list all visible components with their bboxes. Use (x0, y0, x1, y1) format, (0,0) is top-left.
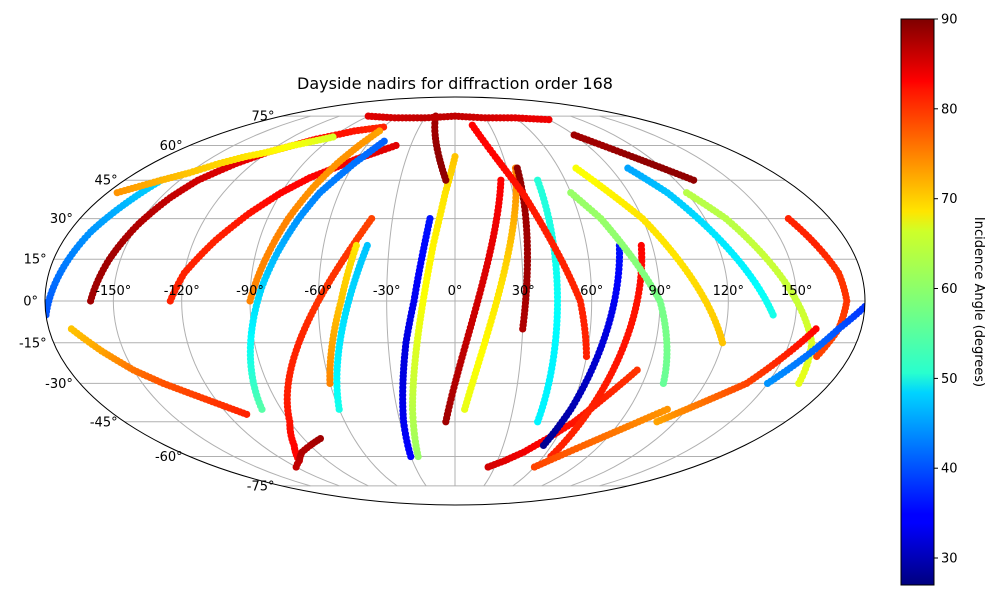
data-point (329, 133, 337, 141)
data-points (45, 112, 865, 471)
lon-tick-label: -120° (164, 284, 200, 299)
data-point (380, 137, 388, 145)
data-point (795, 379, 803, 388)
lon-tick-label: 30° (512, 284, 535, 299)
latitude-tick-labels: 75° 60° 45° 30° 15° 0° -15° -30° -45° -60° -75° (19, 110, 275, 495)
data-point (659, 379, 667, 388)
data-point (769, 311, 777, 319)
colorbar-tick-label: 80 (941, 102, 958, 117)
lat-tick-label: 0° (23, 295, 38, 310)
lat-tick-label: 60° (160, 139, 183, 154)
lat-tick-label: -45° (90, 415, 118, 430)
lon-tick-label: -30° (373, 284, 401, 299)
lat-tick-label: -15° (19, 336, 47, 351)
colorbar-gradient (900, 18, 935, 586)
map-outline (44, 96, 866, 506)
colorbar-tick-label: 90 (941, 13, 958, 28)
lon-tick-label: 90° (648, 284, 671, 299)
lat-tick-label: 15° (24, 253, 47, 268)
data-point (316, 434, 325, 443)
colorbar-tick-label: 30 (941, 552, 958, 567)
data-point (663, 405, 671, 413)
data-point (368, 214, 376, 223)
data-point (442, 176, 450, 184)
lon-tick-label: 120° (713, 284, 744, 299)
data-point (352, 241, 360, 250)
data-point (812, 325, 820, 333)
data-point (426, 214, 434, 223)
colorbar-label: Incidence Angle (degrees) (971, 217, 986, 387)
data-point (637, 241, 645, 250)
chart-title: Dayside nadirs for diffraction order 168 (297, 74, 613, 93)
lon-tick-label: -60° (304, 284, 332, 299)
lon-tick-label: 150° (781, 284, 812, 299)
data-point (392, 141, 400, 150)
lon-tick-label: -150° (95, 284, 131, 299)
data-point (718, 339, 727, 347)
lat-tick-label: 45° (95, 174, 118, 189)
longitude-tick-labels: -150° -120° -90° -60° -30° 0° 30° 60° 90° 120° 150… (95, 284, 812, 299)
data-point (243, 410, 251, 418)
data-point (690, 176, 698, 184)
lat-tick-label: -60° (155, 450, 183, 465)
data-point (375, 127, 384, 135)
data-point (813, 352, 821, 361)
data-point (513, 164, 521, 172)
lat-tick-label: 30° (50, 212, 73, 227)
colorbar-tick-label: 50 (941, 372, 958, 387)
data-point (363, 241, 371, 250)
lat-tick-label: -75° (247, 479, 275, 494)
colorbar-ticks: 30 40 50 60 70 80 90 (934, 13, 958, 567)
grid-meridian (181, 115, 340, 487)
colorbar-tick-label: 60 (941, 282, 958, 297)
colorbar-tick-label: 40 (941, 462, 958, 477)
data-point (497, 176, 505, 184)
data-point (534, 176, 542, 184)
colorbar: 30 40 50 60 70 80 90 Incidence Angle (degrees) (900, 13, 986, 586)
colorbar-tick-label: 70 (941, 192, 958, 207)
lat-tick-label: -30° (45, 377, 73, 392)
data-point (582, 352, 591, 361)
data-point (545, 116, 553, 124)
lat-tick-label: 75° (251, 110, 274, 125)
lon-tick-label: 0° (448, 284, 463, 299)
lon-tick-label: -90° (236, 284, 264, 299)
lon-tick-label: 60° (580, 284, 603, 299)
data-point (451, 152, 459, 161)
data-point (633, 366, 641, 374)
